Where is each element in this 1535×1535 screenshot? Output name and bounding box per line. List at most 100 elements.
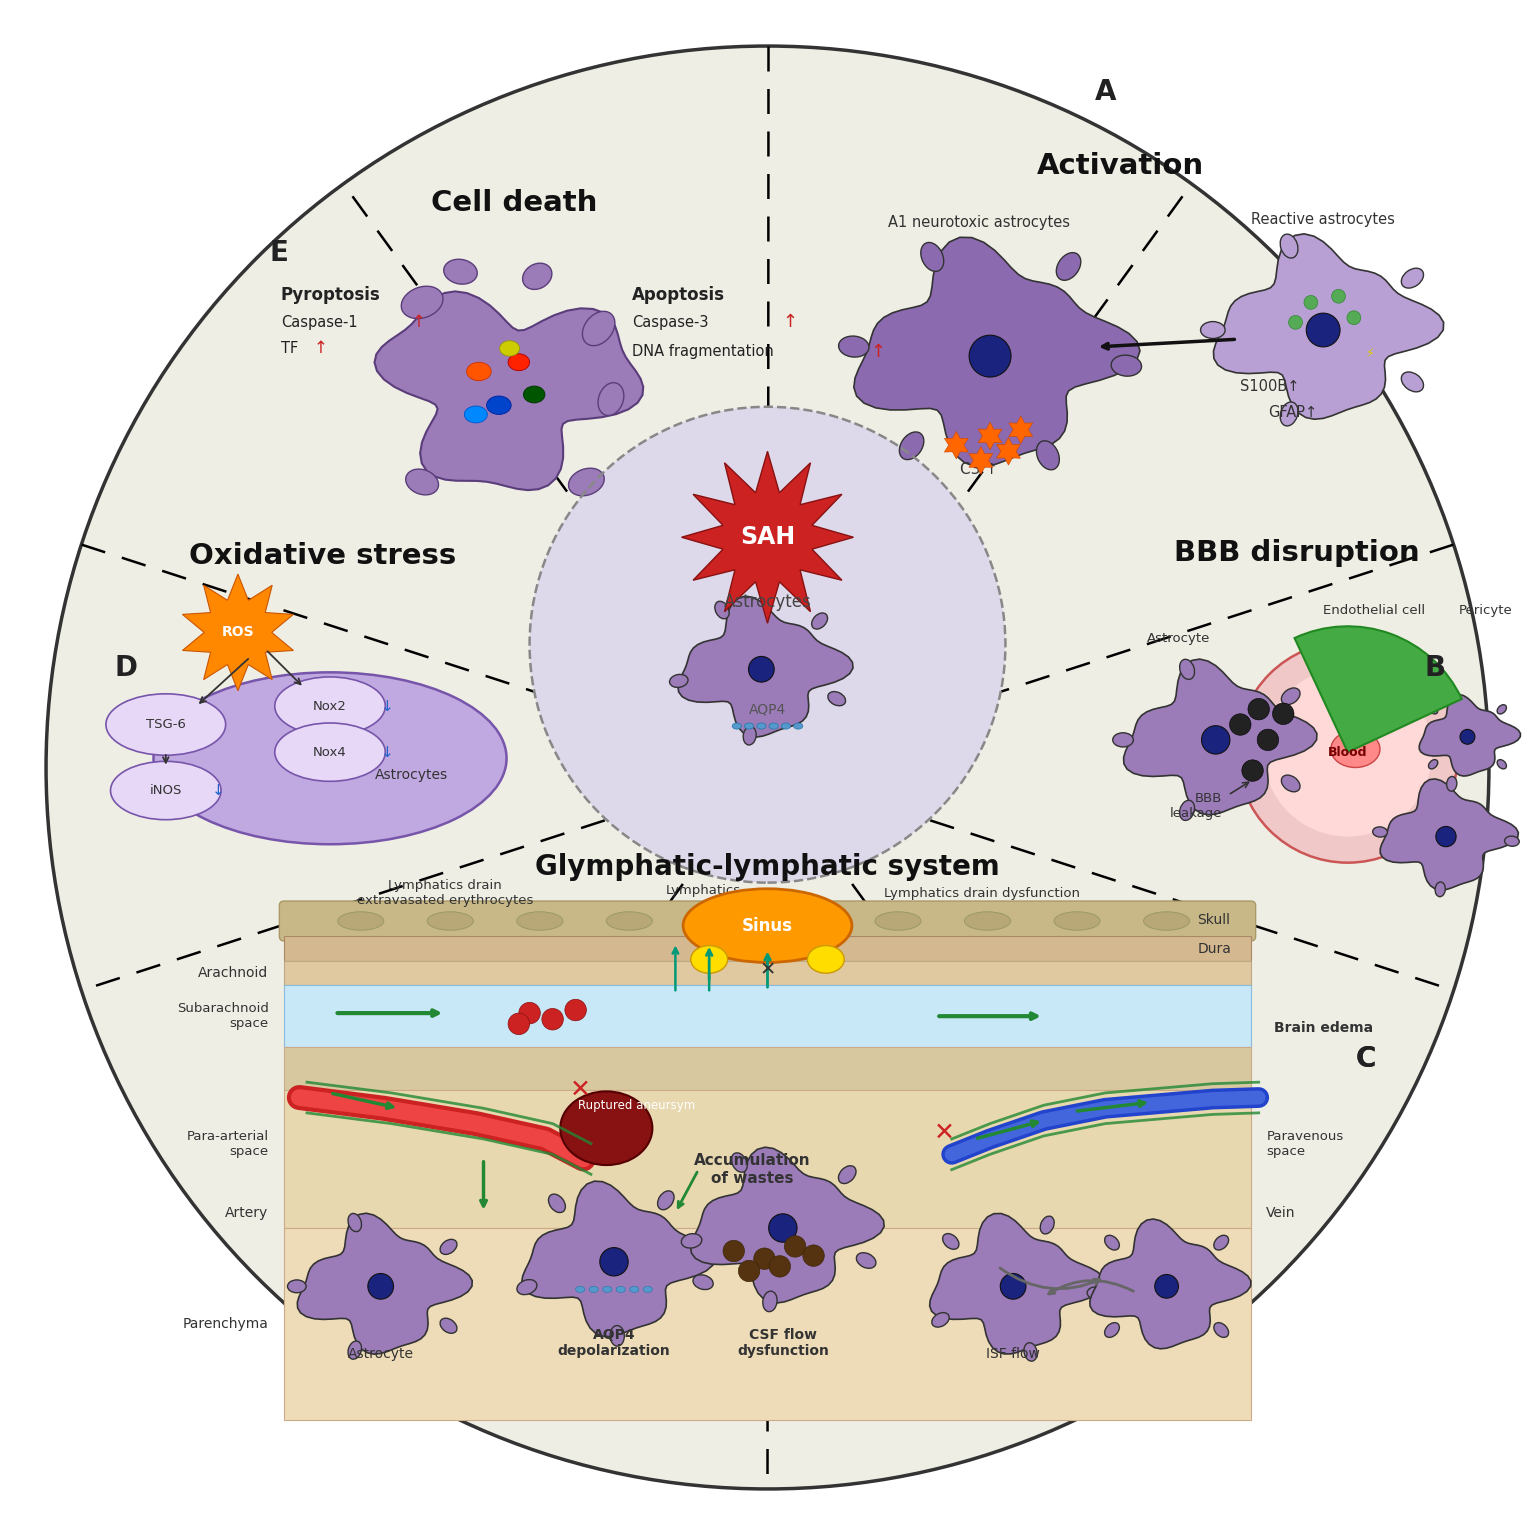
Ellipse shape bbox=[522, 262, 553, 290]
Circle shape bbox=[530, 407, 1005, 883]
Text: Vein: Vein bbox=[1266, 1205, 1296, 1220]
Ellipse shape bbox=[683, 889, 852, 962]
Text: C: C bbox=[1355, 1045, 1377, 1073]
Circle shape bbox=[803, 1245, 824, 1266]
Text: ↓: ↓ bbox=[381, 698, 393, 714]
Circle shape bbox=[577, 454, 958, 835]
Text: Endothelial cell: Endothelial cell bbox=[1323, 605, 1424, 617]
Ellipse shape bbox=[576, 1286, 585, 1292]
Ellipse shape bbox=[682, 1234, 701, 1248]
Text: Brain edema: Brain edema bbox=[1274, 1021, 1374, 1036]
Text: ⚡: ⚡ bbox=[1366, 347, 1375, 359]
Text: TSG-6: TSG-6 bbox=[146, 718, 186, 731]
Polygon shape bbox=[682, 451, 853, 623]
Ellipse shape bbox=[921, 243, 944, 272]
Ellipse shape bbox=[1331, 731, 1380, 768]
Ellipse shape bbox=[1504, 837, 1520, 846]
Polygon shape bbox=[944, 431, 969, 459]
Text: Pericyte: Pericyte bbox=[1458, 605, 1512, 617]
Text: Glymphatic-lymphatic system: Glymphatic-lymphatic system bbox=[536, 853, 999, 881]
Ellipse shape bbox=[287, 1280, 305, 1292]
Ellipse shape bbox=[275, 723, 385, 781]
Text: Blood: Blood bbox=[1328, 746, 1368, 758]
Ellipse shape bbox=[743, 726, 757, 744]
Text: Parenchyma: Parenchyma bbox=[183, 1317, 269, 1331]
Circle shape bbox=[1001, 1274, 1025, 1299]
Circle shape bbox=[738, 1260, 760, 1282]
Text: Astrocytes: Astrocytes bbox=[375, 768, 448, 783]
Text: ↑: ↑ bbox=[783, 313, 798, 332]
Ellipse shape bbox=[1214, 1236, 1228, 1249]
Text: Apoptosis: Apoptosis bbox=[632, 286, 726, 304]
Circle shape bbox=[1230, 714, 1251, 735]
Ellipse shape bbox=[548, 1194, 565, 1213]
Circle shape bbox=[969, 335, 1012, 378]
Text: Nox2: Nox2 bbox=[313, 700, 347, 712]
Circle shape bbox=[519, 1002, 540, 1024]
Circle shape bbox=[1154, 1274, 1179, 1299]
Text: ↓: ↓ bbox=[212, 783, 224, 798]
Text: Lymphatics drain dysfunction: Lymphatics drain dysfunction bbox=[884, 887, 1081, 900]
Text: ISF flow: ISF flow bbox=[985, 1346, 1041, 1362]
Ellipse shape bbox=[838, 336, 869, 358]
Text: S100B↑: S100B↑ bbox=[1240, 379, 1300, 394]
Polygon shape bbox=[691, 1147, 884, 1303]
Ellipse shape bbox=[657, 1191, 674, 1210]
Text: Lymphatics drain
extravasated erythrocytes: Lymphatics drain extravasated erythrocyt… bbox=[358, 880, 533, 907]
Ellipse shape bbox=[348, 1342, 362, 1358]
Text: Lymphatics: Lymphatics bbox=[666, 884, 740, 896]
Text: A1 neurotoxic astrocytes: A1 neurotoxic astrocytes bbox=[889, 215, 1070, 230]
Circle shape bbox=[1348, 310, 1362, 325]
Text: ✕: ✕ bbox=[760, 961, 775, 979]
Text: GFAP↑: GFAP↑ bbox=[1268, 405, 1317, 421]
Ellipse shape bbox=[1179, 660, 1194, 680]
Text: ↑: ↑ bbox=[313, 339, 327, 358]
Ellipse shape bbox=[629, 1286, 639, 1292]
Ellipse shape bbox=[1429, 705, 1438, 714]
Ellipse shape bbox=[348, 1214, 362, 1231]
Polygon shape bbox=[930, 1214, 1105, 1354]
Ellipse shape bbox=[875, 912, 921, 930]
Text: D: D bbox=[115, 654, 137, 682]
Text: Dura: Dura bbox=[1197, 941, 1231, 956]
Ellipse shape bbox=[732, 723, 741, 729]
Ellipse shape bbox=[1105, 1323, 1119, 1337]
Ellipse shape bbox=[154, 672, 507, 844]
Ellipse shape bbox=[441, 1319, 457, 1334]
Ellipse shape bbox=[1024, 1343, 1038, 1362]
Ellipse shape bbox=[932, 1312, 949, 1328]
Ellipse shape bbox=[692, 1276, 714, 1289]
Circle shape bbox=[723, 1240, 744, 1262]
Ellipse shape bbox=[1282, 688, 1300, 705]
Ellipse shape bbox=[786, 912, 832, 930]
Text: Reactive astrocytes: Reactive astrocytes bbox=[1251, 212, 1395, 227]
Ellipse shape bbox=[441, 1239, 457, 1254]
Ellipse shape bbox=[1214, 1323, 1228, 1337]
Ellipse shape bbox=[781, 723, 791, 729]
Bar bbox=[284, 1090, 1251, 1228]
Ellipse shape bbox=[1280, 235, 1299, 258]
Ellipse shape bbox=[582, 312, 616, 345]
Ellipse shape bbox=[427, 912, 473, 930]
Text: Skull: Skull bbox=[1197, 913, 1230, 927]
Ellipse shape bbox=[1446, 777, 1457, 791]
Ellipse shape bbox=[560, 1091, 652, 1165]
Ellipse shape bbox=[599, 382, 623, 416]
Ellipse shape bbox=[405, 470, 439, 494]
Text: AQP4: AQP4 bbox=[749, 701, 786, 717]
Polygon shape bbox=[1124, 659, 1317, 815]
Ellipse shape bbox=[1041, 1216, 1055, 1234]
Polygon shape bbox=[1090, 1219, 1251, 1349]
Circle shape bbox=[46, 46, 1489, 1489]
Ellipse shape bbox=[794, 723, 803, 729]
Text: Astrocyte: Astrocyte bbox=[348, 1346, 413, 1362]
Circle shape bbox=[1289, 315, 1302, 328]
Circle shape bbox=[1306, 313, 1340, 347]
Ellipse shape bbox=[838, 1165, 857, 1183]
Ellipse shape bbox=[606, 912, 652, 930]
Polygon shape bbox=[1214, 233, 1443, 419]
Text: ROS: ROS bbox=[221, 625, 255, 640]
Ellipse shape bbox=[763, 1291, 777, 1312]
Text: CSF flow
dysfunction: CSF flow dysfunction bbox=[737, 1328, 829, 1358]
Text: Activation: Activation bbox=[1038, 152, 1203, 180]
